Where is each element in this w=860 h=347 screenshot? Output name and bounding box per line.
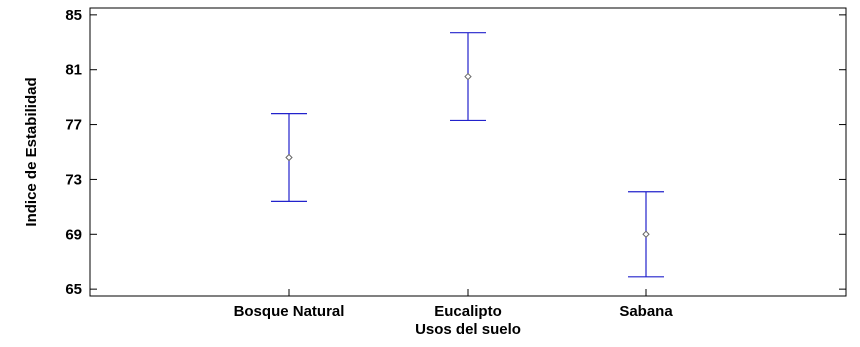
x-axis-title: Usos del suelo bbox=[415, 321, 521, 338]
x-axis: Bosque Natural Eucalipto Sabana bbox=[234, 289, 673, 320]
mean-marker bbox=[464, 72, 472, 81]
y-tick-label: 73 bbox=[65, 171, 82, 188]
error-bar-sabana bbox=[628, 191, 664, 278]
error-bar-bosque-natural bbox=[271, 112, 307, 202]
y-tick-label: 85 bbox=[65, 7, 82, 24]
x-tick-label: Bosque Natural bbox=[234, 303, 345, 320]
x-tick-label: Eucalipto bbox=[434, 303, 502, 320]
y-tick-label: 77 bbox=[65, 117, 82, 134]
mean-marker bbox=[285, 153, 293, 162]
x-tick-label: Sabana bbox=[619, 303, 673, 320]
y-tick-label: 69 bbox=[65, 226, 82, 243]
error-bars bbox=[271, 32, 664, 278]
y-tick-label: 65 bbox=[65, 281, 82, 298]
y-axis: 65 69 73 77 81 85 bbox=[65, 7, 846, 298]
y-tick-label: 81 bbox=[65, 62, 82, 79]
error-bar-eucalipto bbox=[450, 32, 486, 122]
y-axis-title: Indice de Estabilidad bbox=[23, 77, 40, 226]
mean-marker bbox=[642, 230, 650, 238]
